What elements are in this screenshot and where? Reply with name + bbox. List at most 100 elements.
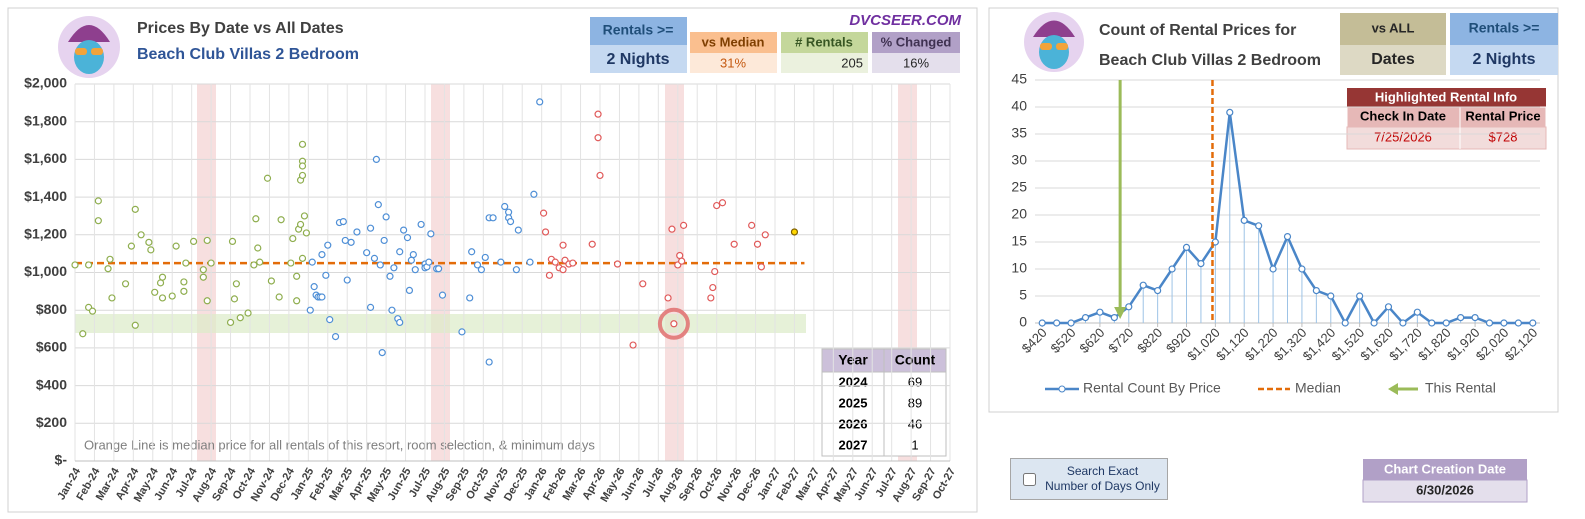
point — [158, 273, 167, 281]
point — [300, 212, 309, 220]
stat-label: # Rentals — [795, 34, 853, 49]
y-tick-label: $- — [55, 452, 68, 468]
point — [85, 261, 93, 269]
point — [324, 241, 332, 249]
y-tick-label: 0 — [1019, 314, 1027, 330]
point — [530, 190, 538, 198]
point — [94, 197, 102, 205]
point — [1096, 308, 1104, 316]
point — [497, 258, 505, 266]
point — [378, 349, 386, 357]
point — [382, 213, 390, 221]
point — [380, 236, 388, 245]
point — [473, 261, 482, 269]
y-tick-label: $1,200 — [24, 226, 67, 242]
checkbox-label: Search Exact Number of Days Only — [1045, 464, 1160, 493]
point — [501, 202, 509, 211]
point — [232, 280, 240, 288]
point — [236, 314, 244, 322]
point — [748, 221, 756, 229]
point — [559, 241, 567, 249]
point — [425, 258, 433, 266]
point — [94, 217, 102, 225]
filter-value: Dates — [1371, 51, 1415, 68]
y-tick-label: 10 — [1011, 260, 1027, 276]
stat-value-bg — [690, 53, 777, 73]
point — [343, 276, 351, 284]
point — [409, 250, 417, 259]
logo — [58, 16, 120, 78]
right-panel — [988, 7, 1559, 413]
point — [121, 280, 130, 288]
legend-label: Median — [1295, 380, 1341, 396]
stat-value-bg — [872, 53, 960, 73]
point — [376, 261, 384, 269]
table-col: Count — [895, 352, 936, 368]
point — [678, 257, 686, 265]
point — [1442, 319, 1450, 327]
point — [172, 242, 180, 250]
point — [477, 266, 485, 274]
point — [540, 209, 548, 217]
point — [1255, 222, 1263, 230]
point — [1226, 108, 1234, 117]
creation-header-bg — [1363, 459, 1527, 480]
point — [353, 228, 361, 236]
point — [263, 174, 272, 182]
y-tick-label: 20 — [1011, 206, 1027, 222]
point — [551, 258, 559, 266]
point — [287, 259, 295, 267]
point — [1038, 319, 1046, 327]
checkbox[interactable] — [1023, 472, 1036, 486]
highlight-col: Rental Price — [1465, 108, 1540, 123]
point — [664, 294, 672, 302]
point — [588, 240, 596, 248]
point — [629, 341, 637, 349]
y-tick-label: 45 — [1011, 71, 1027, 87]
point — [757, 263, 765, 271]
subtitle: Beach Club Villas 2 Bedroom — [1099, 52, 1321, 69]
highlight-ring — [657, 307, 690, 340]
y-tick-label: $1,000 — [24, 263, 67, 279]
point — [761, 231, 769, 239]
point — [541, 228, 550, 236]
legend-label: This Rental — [1425, 380, 1496, 396]
table-cell: 2024 — [839, 374, 869, 389]
filter-label: Rentals >= — [1469, 20, 1540, 36]
y-tick-label: 40 — [1011, 98, 1027, 114]
brand: DVCSEER.COM — [849, 12, 961, 29]
point — [559, 266, 567, 274]
point — [131, 205, 139, 213]
point — [400, 226, 408, 234]
stat-value: 205 — [841, 55, 863, 70]
table-cell: 89 — [908, 395, 922, 410]
stat-value-bg — [590, 45, 687, 73]
point — [481, 253, 489, 262]
point — [411, 266, 419, 274]
point — [250, 261, 258, 269]
point — [306, 306, 314, 314]
point — [1168, 265, 1176, 273]
stat-header-bg — [690, 32, 777, 53]
point — [1053, 319, 1061, 327]
y-tick-label: 30 — [1011, 152, 1027, 168]
point — [613, 260, 622, 268]
point — [1081, 314, 1090, 322]
point — [711, 267, 719, 276]
point — [596, 171, 604, 180]
point — [168, 292, 176, 300]
stat-value: 2 Nights — [606, 51, 669, 68]
stat-value: 31% — [720, 55, 746, 70]
point — [1125, 303, 1133, 311]
point — [180, 278, 188, 286]
point — [668, 225, 676, 233]
point — [1269, 265, 1277, 273]
stat-value-bg — [781, 53, 868, 73]
point — [106, 255, 114, 263]
exact-days-checkbox[interactable]: Search Exact Number of Days Only — [1010, 458, 1168, 500]
point — [403, 234, 412, 242]
point — [594, 134, 602, 142]
point — [296, 220, 305, 229]
point — [275, 293, 283, 301]
